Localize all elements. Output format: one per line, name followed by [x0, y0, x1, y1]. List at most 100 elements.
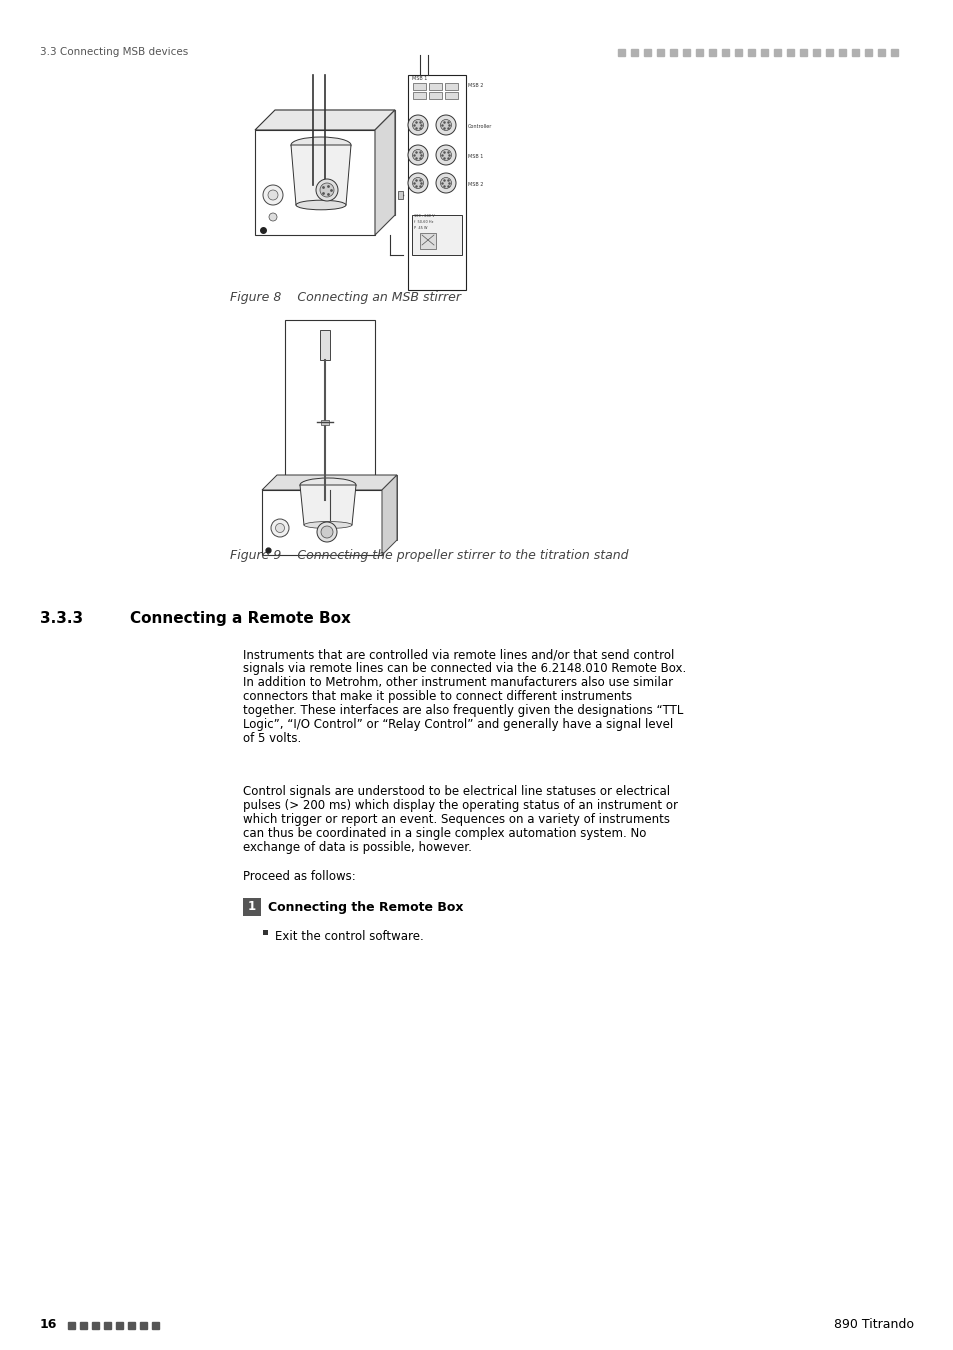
- Text: 3.3.3: 3.3.3: [40, 612, 83, 626]
- Bar: [285, 320, 375, 520]
- Ellipse shape: [291, 136, 351, 153]
- Bar: [152, 1322, 159, 1328]
- Bar: [760, 49, 767, 55]
- Circle shape: [408, 144, 428, 165]
- Text: MSB 2: MSB 2: [468, 182, 483, 188]
- Text: MSB 1: MSB 1: [412, 76, 427, 81]
- Polygon shape: [254, 109, 395, 130]
- Circle shape: [275, 524, 284, 532]
- Text: 16: 16: [40, 1319, 57, 1331]
- Ellipse shape: [295, 200, 346, 209]
- Bar: [643, 49, 650, 55]
- Text: 100 - 240 V: 100 - 240 V: [414, 215, 434, 217]
- Bar: [682, 49, 689, 55]
- Circle shape: [412, 177, 423, 189]
- Text: of 5 volts.: of 5 volts.: [243, 732, 301, 745]
- Bar: [68, 1322, 75, 1328]
- Circle shape: [320, 526, 333, 539]
- Circle shape: [440, 120, 451, 131]
- Circle shape: [268, 190, 277, 200]
- Bar: [838, 49, 845, 55]
- Text: Exit the control software.: Exit the control software.: [274, 930, 423, 944]
- Bar: [263, 930, 268, 936]
- Text: Connecting a Remote Box: Connecting a Remote Box: [130, 612, 351, 626]
- Text: Figure 8    Connecting an MSB stirrer: Figure 8 Connecting an MSB stirrer: [230, 292, 460, 305]
- Bar: [128, 1322, 135, 1328]
- Text: In addition to Metrohm, other instrument manufacturers also use similar: In addition to Metrohm, other instrument…: [243, 676, 673, 688]
- Circle shape: [408, 115, 428, 135]
- Bar: [408, 76, 465, 290]
- Text: Control signals are understood to be electrical line statuses or electrical: Control signals are understood to be ele…: [243, 784, 669, 798]
- Bar: [890, 49, 897, 55]
- Circle shape: [408, 173, 428, 193]
- Bar: [864, 49, 871, 55]
- Bar: [444, 82, 457, 90]
- Bar: [825, 49, 832, 55]
- Bar: [243, 898, 261, 917]
- Circle shape: [271, 518, 289, 537]
- Text: f  50-60 Hz: f 50-60 Hz: [414, 220, 433, 224]
- Bar: [812, 49, 820, 55]
- Bar: [657, 49, 663, 55]
- Bar: [696, 49, 702, 55]
- Polygon shape: [291, 144, 351, 205]
- Circle shape: [440, 150, 451, 161]
- Text: Instruments that are controlled via remote lines and/or that send control: Instruments that are controlled via remo…: [243, 648, 674, 662]
- Circle shape: [412, 120, 423, 131]
- Circle shape: [269, 213, 276, 221]
- Bar: [419, 234, 436, 248]
- Text: Proceed as follows:: Proceed as follows:: [243, 869, 355, 883]
- Text: can thus be coordinated in a single complex automation system. No: can thus be coordinated in a single comp…: [243, 828, 646, 840]
- Polygon shape: [262, 475, 396, 490]
- Text: which trigger or report an event. Sequences on a variety of instruments: which trigger or report an event. Sequen…: [243, 813, 669, 826]
- Bar: [721, 49, 728, 55]
- Bar: [116, 1322, 123, 1328]
- Bar: [413, 92, 426, 99]
- Bar: [276, 475, 396, 540]
- Circle shape: [319, 184, 334, 197]
- Bar: [140, 1322, 147, 1328]
- Text: Connecting the Remote Box: Connecting the Remote Box: [268, 900, 463, 914]
- Bar: [429, 82, 441, 90]
- Bar: [630, 49, 638, 55]
- Circle shape: [263, 185, 283, 205]
- Bar: [262, 490, 381, 555]
- Bar: [80, 1322, 87, 1328]
- Polygon shape: [299, 485, 355, 525]
- Circle shape: [316, 522, 336, 541]
- Circle shape: [412, 150, 423, 161]
- Text: 3.3 Connecting MSB devices: 3.3 Connecting MSB devices: [40, 47, 188, 57]
- Bar: [397, 190, 402, 198]
- Bar: [773, 49, 781, 55]
- Bar: [91, 1322, 99, 1328]
- Circle shape: [436, 144, 456, 165]
- Text: Controller: Controller: [468, 124, 492, 130]
- Text: pulses (> 200 ms) which display the operating status of an instrument or: pulses (> 200 ms) which display the oper…: [243, 799, 678, 811]
- Bar: [618, 49, 624, 55]
- Bar: [412, 215, 461, 255]
- Text: Figure 9    Connecting the propeller stirrer to the titration stand: Figure 9 Connecting the propeller stirre…: [230, 549, 628, 563]
- Bar: [734, 49, 741, 55]
- Text: exchange of data is possible, however.: exchange of data is possible, however.: [243, 841, 472, 855]
- Bar: [274, 109, 395, 215]
- Bar: [669, 49, 677, 55]
- Text: MSB 2: MSB 2: [468, 82, 483, 88]
- Text: Logic”, “I/O Control” or “Relay Control” and generally have a signal level: Logic”, “I/O Control” or “Relay Control”…: [243, 718, 673, 730]
- Text: 1: 1: [248, 900, 255, 914]
- Text: connectors that make it possible to connect different instruments: connectors that make it possible to conn…: [243, 690, 632, 703]
- Bar: [786, 49, 793, 55]
- Bar: [254, 130, 375, 235]
- Text: signals via remote lines can be connected via the 6.2148.010 Remote Box.: signals via remote lines can be connecte…: [243, 662, 685, 675]
- Bar: [851, 49, 858, 55]
- Circle shape: [436, 173, 456, 193]
- Circle shape: [436, 115, 456, 135]
- Text: together. These interfaces are also frequently given the designations “TTL: together. These interfaces are also freq…: [243, 703, 682, 717]
- Bar: [877, 49, 884, 55]
- Text: P  45 W: P 45 W: [414, 225, 427, 230]
- Bar: [429, 92, 441, 99]
- Polygon shape: [375, 109, 395, 235]
- Bar: [104, 1322, 111, 1328]
- Text: 890 Titrando: 890 Titrando: [833, 1319, 913, 1331]
- Bar: [708, 49, 716, 55]
- Bar: [800, 49, 806, 55]
